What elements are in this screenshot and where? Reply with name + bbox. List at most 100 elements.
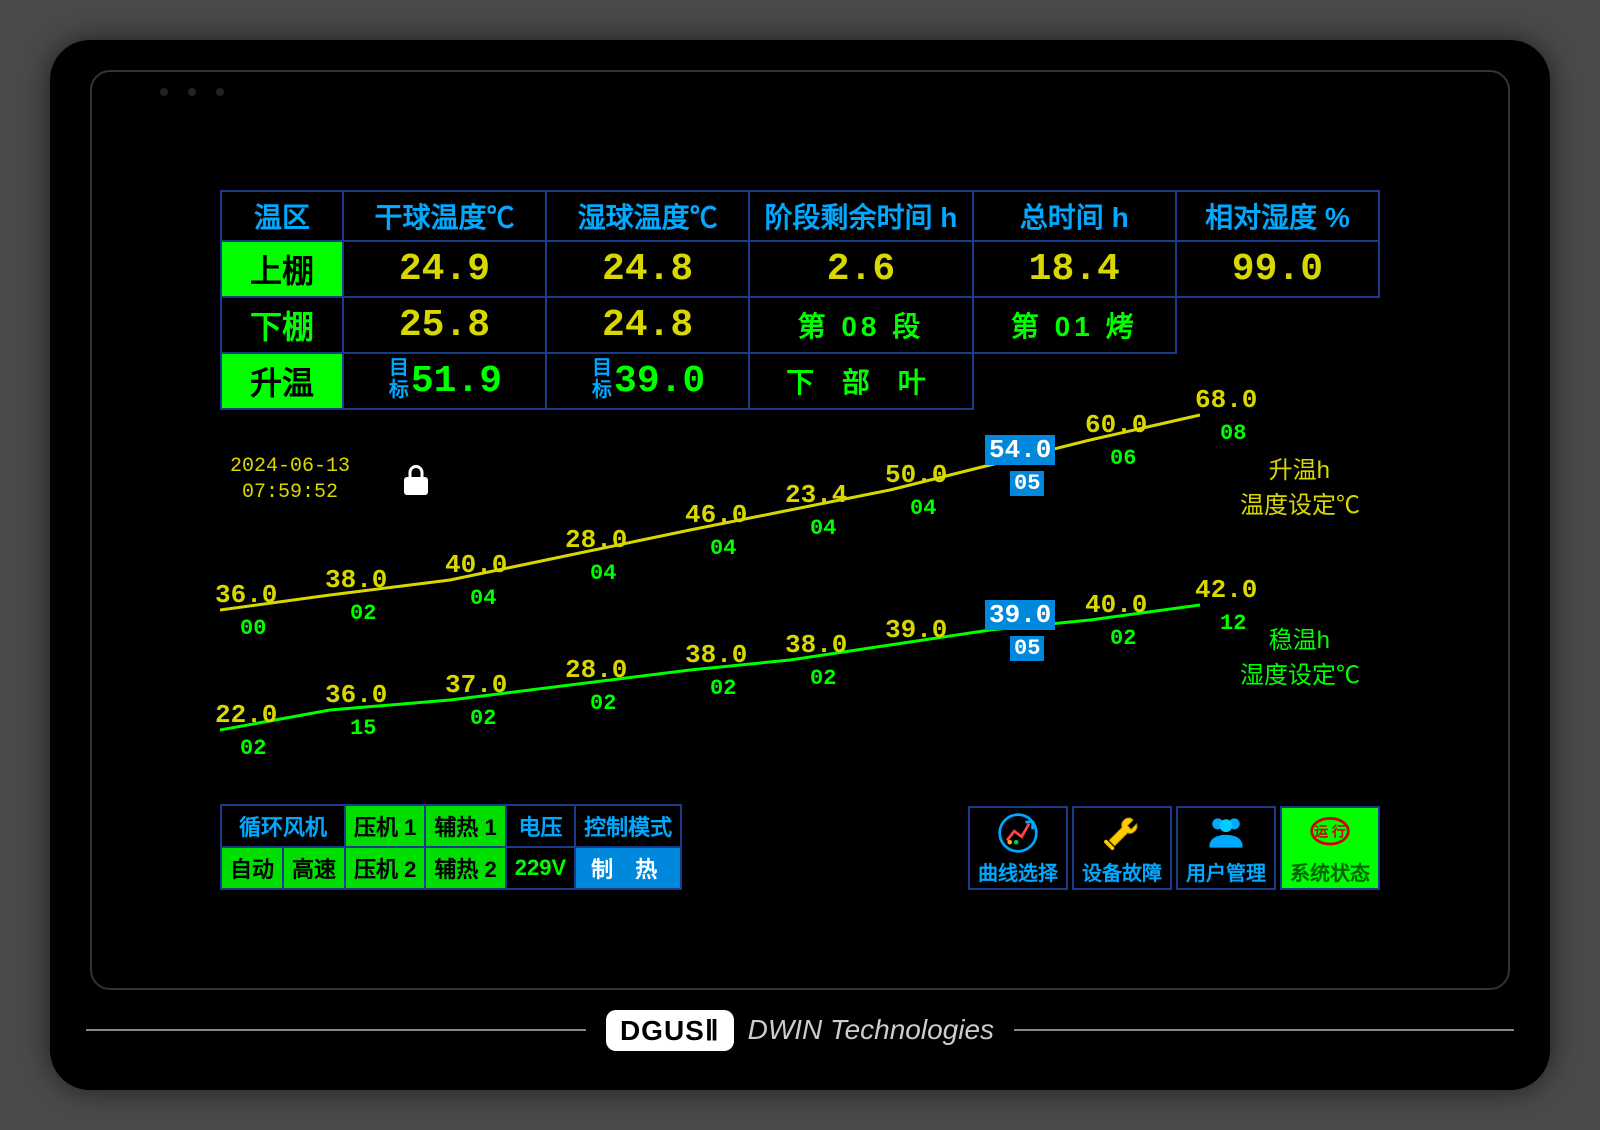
- batch-label: 第 01 烤: [973, 297, 1176, 353]
- curve-point-value: 23.4: [785, 480, 847, 510]
- curve-point-duration: 15: [350, 716, 376, 741]
- target-wet[interactable]: 目标39.0: [546, 353, 749, 409]
- row-label-heating[interactable]: 升温: [221, 353, 343, 409]
- status-voltage-label: 电压: [506, 805, 575, 847]
- curve-point-value: 60.0: [1085, 410, 1147, 440]
- brand-subtitle: DWIN Technologies: [748, 1014, 994, 1046]
- curve-point-value[interactable]: 54.0: [985, 435, 1055, 465]
- lower-dry: 25.8: [343, 297, 546, 353]
- curve-point-value: 22.0: [215, 700, 277, 730]
- curve-point-value: 38.0: [785, 630, 847, 660]
- curve-point-value: 39.0: [885, 615, 947, 645]
- upper-wet: 24.8: [546, 241, 749, 297]
- curve-point-duration: 04: [910, 496, 936, 521]
- nav-label: 用户管理: [1186, 857, 1266, 886]
- row-label-lower[interactable]: 下棚: [221, 297, 343, 353]
- nav-sys-status[interactable]: 运 行 系统状态: [1280, 806, 1380, 890]
- status-comp1[interactable]: 压机 1: [345, 805, 425, 847]
- curve-point-duration: 02: [1110, 626, 1136, 651]
- curve-point-value: 40.0: [1085, 590, 1147, 620]
- curve-point-duration: 04: [470, 586, 496, 611]
- curve-point-value: 38.0: [325, 565, 387, 595]
- upper-dry: 24.9: [343, 241, 546, 297]
- nav-user-mgmt[interactable]: 用户管理: [1176, 806, 1276, 890]
- status-voltage-value: 229V: [506, 847, 575, 889]
- header-rel-humidity: 相对湿度 %: [1176, 191, 1379, 241]
- curve-point-value: 36.0: [325, 680, 387, 710]
- upper-humid: 99.0: [1176, 241, 1379, 297]
- curve-point-value: 38.0: [685, 640, 747, 670]
- nav-label: 设备故障: [1082, 857, 1162, 886]
- curve-point-value: 28.0: [565, 525, 627, 555]
- hmi-screen: 温区 干球温度℃ 湿球温度℃ 阶段剩余时间 h 总时间 h 相对湿度 % 上棚 …: [210, 180, 1390, 900]
- legend-temp-2: 温度设定℃: [1240, 485, 1360, 520]
- curve-point-duration[interactable]: 05: [1010, 636, 1044, 661]
- status-auto[interactable]: 自动: [221, 847, 283, 889]
- brand-badge: DGUSⅡ: [606, 1010, 734, 1051]
- curve-point-duration: 06: [1110, 446, 1136, 471]
- curve-point-duration: 04: [810, 516, 836, 541]
- legend-humid-2: 湿度设定℃: [1240, 655, 1360, 690]
- nav-curve-select[interactable]: 曲线选择: [968, 806, 1068, 890]
- nav-buttons: 曲线选择 设备故障 用户管理 运 行: [968, 806, 1380, 890]
- nav-device-fault[interactable]: 设备故障: [1072, 806, 1172, 890]
- nav-label: 曲线选择: [978, 857, 1058, 886]
- curve-point-duration: 02: [470, 706, 496, 731]
- upper-remain: 2.6: [749, 241, 972, 297]
- curve-point-duration: 08: [1220, 421, 1246, 446]
- curve-point-value: 37.0: [445, 670, 507, 700]
- curve-point-value: 46.0: [685, 500, 747, 530]
- curve-point-value: 68.0: [1195, 385, 1257, 415]
- run-badge-icon: 运 行: [1308, 811, 1352, 855]
- header-total-time: 总时间 h: [973, 191, 1176, 241]
- curve-point-value: 36.0: [215, 580, 277, 610]
- status-comp2[interactable]: 压机 2: [345, 847, 425, 889]
- nav-label: 系统状态: [1290, 857, 1370, 886]
- status-speed[interactable]: 高速: [283, 847, 345, 889]
- legend-temp-1: 升温h: [1269, 450, 1330, 485]
- status-fan-label: 循环风机: [221, 805, 345, 847]
- svg-text:运 行: 运 行: [1314, 823, 1346, 839]
- row-label-upper[interactable]: 上棚: [221, 241, 343, 297]
- curve-point-duration: 02: [350, 601, 376, 626]
- upper-total: 18.4: [973, 241, 1176, 297]
- header-wet-temp: 湿球温度℃: [546, 191, 749, 241]
- curve-chart-area[interactable]: 升温h 温度设定℃ 稳温h 湿度设定℃ 36.0 00 38.0 02 40.0 04 28…: [220, 410, 1380, 770]
- wrench-icon: [1100, 811, 1144, 855]
- status-aux1[interactable]: 辅热 1: [425, 805, 505, 847]
- header-remain-time: 阶段剩余时间 h: [749, 191, 972, 241]
- status-table: 循环风机 压机 1 辅热 1 电压 控制模式 自动 高速 压机 2 辅热 2 2…: [220, 804, 682, 890]
- status-aux2[interactable]: 辅热 2: [425, 847, 505, 889]
- segment-label: 第 08 段: [749, 297, 972, 353]
- header-zone: 温区: [221, 191, 343, 241]
- target-dry[interactable]: 目标51.9: [343, 353, 546, 409]
- lower-wet: 24.8: [546, 297, 749, 353]
- status-panel: 循环风机 压机 1 辅热 1 电压 控制模式 自动 高速 压机 2 辅热 2 2…: [220, 804, 682, 890]
- curve-point-duration: 02: [810, 666, 836, 691]
- table-header-row: 温区 干球温度℃ 湿球温度℃ 阶段剩余时间 h 总时间 h 相对湿度 %: [221, 191, 1379, 241]
- curve-point-value: 40.0: [445, 550, 507, 580]
- curve-point-duration: 00: [240, 616, 266, 641]
- curve-point-duration: 04: [590, 561, 616, 586]
- chart-icon: [996, 811, 1040, 855]
- curve-point-duration: 02: [590, 691, 616, 716]
- brand-bar: DGUSⅡ DWIN Technologies: [50, 1000, 1550, 1060]
- header-dry-temp: 干球温度℃: [343, 191, 546, 241]
- curve-point-value[interactable]: 39.0: [985, 600, 1055, 630]
- curve-point-duration: 12: [1220, 611, 1246, 636]
- leaf-type[interactable]: 下 部 叶: [749, 353, 972, 409]
- device-frame: 温区 干球温度℃ 湿球温度℃ 阶段剩余时间 h 总时间 h 相对湿度 % 上棚 …: [50, 40, 1550, 1090]
- curve-point-value: 28.0: [565, 655, 627, 685]
- curve-point-value: 50.0: [885, 460, 947, 490]
- curve-point-duration: 02: [710, 676, 736, 701]
- row-lower: 下棚 25.8 24.8 第 08 段 第 01 烤: [221, 297, 1379, 353]
- users-icon: [1204, 811, 1248, 855]
- curve-point-duration[interactable]: 05: [1010, 471, 1044, 496]
- curve-point-duration: 02: [240, 736, 266, 761]
- curve-point-duration: 04: [710, 536, 736, 561]
- data-table: 温区 干球温度℃ 湿球温度℃ 阶段剩余时间 h 总时间 h 相对湿度 % 上棚 …: [220, 190, 1380, 410]
- row-upper: 上棚 24.9 24.8 2.6 18.4 99.0: [221, 241, 1379, 297]
- legend-humid-1: 稳温h: [1269, 620, 1330, 655]
- status-ctrlmode-value[interactable]: 制 热: [575, 847, 681, 889]
- curve-point-value: 42.0: [1195, 575, 1257, 605]
